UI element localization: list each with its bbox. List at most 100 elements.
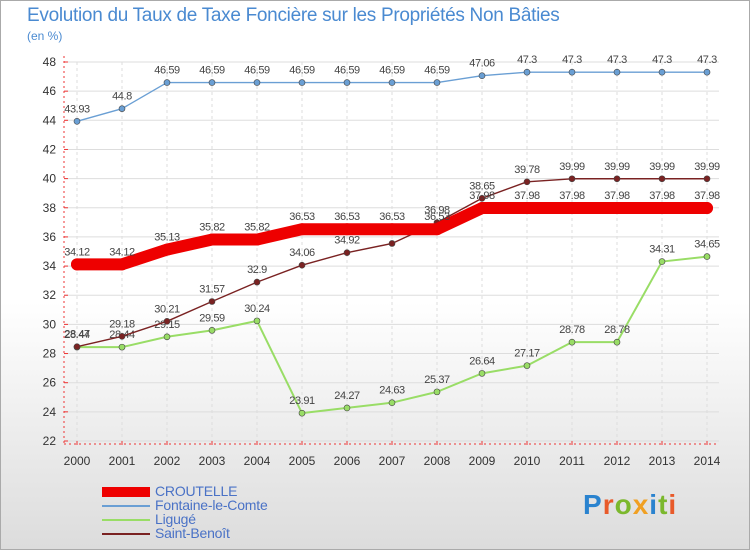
data-label: 34.65 (694, 239, 720, 251)
data-point (206, 233, 218, 246)
data-label: 35.82 (244, 222, 270, 234)
data-point (523, 362, 531, 369)
data-point (478, 194, 486, 202)
x-tick-label: 2002 (154, 454, 181, 468)
data-point (566, 202, 578, 215)
data-label: 46.59 (379, 65, 405, 77)
data-label: 36.53 (424, 211, 450, 223)
x-tick-label: 2012 (604, 454, 631, 468)
logo-letter: o (614, 489, 633, 520)
logo-letter: t (658, 489, 669, 520)
data-point (163, 333, 171, 341)
x-tick-label: 2014 (694, 454, 721, 468)
chart-title: Evolution du Taux de Taxe Foncière sur l… (27, 5, 560, 26)
y-tick-label: 28 (43, 347, 57, 361)
x-tick-label: 2009 (469, 454, 496, 468)
data-label: 34.92 (334, 235, 360, 247)
data-point (478, 72, 486, 80)
x-tick-label: 2000 (64, 454, 91, 468)
logo-letter: i (649, 489, 659, 520)
data-point (296, 223, 308, 236)
x-tick-label: 2001 (109, 454, 136, 468)
data-label: 35.82 (199, 222, 225, 234)
data-point (253, 317, 261, 325)
data-label: 30.21 (154, 303, 180, 315)
data-point (251, 233, 263, 246)
data-label: 35.13 (154, 232, 180, 244)
data-point (161, 243, 173, 256)
data-point (703, 68, 711, 76)
x-tick-label: 2004 (244, 454, 271, 468)
data-point (658, 258, 666, 265)
data-label: 28.78 (604, 324, 630, 336)
data-point (568, 68, 576, 76)
data-point (521, 202, 533, 215)
y-tick-label: 44 (43, 113, 57, 127)
data-point (613, 338, 621, 346)
y-tick-label: 32 (43, 288, 57, 302)
data-point (163, 318, 171, 325)
data-point (298, 261, 306, 269)
data-label: 24.63 (379, 385, 405, 397)
data-point (658, 68, 666, 76)
y-tick-label: 46 (43, 84, 57, 98)
data-label: 38.65 (469, 180, 495, 192)
x-tick-label: 2003 (199, 454, 226, 468)
x-tick-label: 2010 (514, 454, 541, 468)
data-label: 39.99 (559, 161, 585, 173)
logo-letter: x (632, 489, 650, 520)
data-label: 43.93 (64, 103, 90, 115)
data-label: 34.31 (649, 244, 675, 256)
legend-label: Saint-Benoît (155, 525, 230, 541)
legend-label: CROUTELLE (155, 483, 238, 499)
data-label: 26.64 (469, 355, 495, 367)
data-label: 39.99 (649, 161, 675, 173)
data-label: 46.59 (334, 65, 360, 77)
data-point (568, 175, 576, 183)
data-label: 34.12 (64, 246, 90, 258)
data-point (611, 202, 623, 215)
y-tick-label: 38 (43, 201, 57, 215)
data-label: 25.37 (424, 374, 450, 386)
data-label: 29.18 (109, 318, 135, 330)
legend-label: Fontaine-le-Comte (155, 497, 268, 513)
data-label: 46.59 (199, 65, 225, 77)
logo-letter: P (583, 489, 603, 520)
legend-swatch (102, 505, 150, 507)
data-point (701, 202, 713, 215)
data-point (118, 333, 126, 340)
data-label: 34.06 (289, 247, 315, 259)
legend-swatch (102, 533, 150, 535)
data-label: 36.53 (289, 211, 315, 223)
data-label: 47.3 (607, 54, 627, 66)
data-point (386, 223, 398, 236)
data-point (118, 343, 126, 351)
data-point (71, 258, 83, 271)
data-point (253, 278, 261, 286)
data-point (343, 79, 351, 86)
data-label: 34.12 (109, 246, 135, 258)
data-label: 37.98 (469, 190, 495, 202)
data-point (116, 258, 128, 271)
data-point (478, 370, 486, 377)
data-point (613, 68, 621, 76)
data-label: 47.3 (652, 54, 672, 66)
data-point (523, 178, 531, 186)
y-tick-label: 36 (43, 230, 57, 244)
y-tick-label: 40 (43, 172, 57, 186)
data-label: 47.3 (697, 54, 717, 66)
data-point (298, 79, 306, 86)
data-point (613, 175, 621, 183)
data-label: 37.98 (649, 190, 675, 202)
data-point (73, 118, 81, 125)
data-label: 28.44 (64, 329, 90, 341)
data-label: 46.59 (424, 65, 450, 77)
data-point (208, 298, 216, 305)
proxiti-logo: Proxiti (583, 489, 677, 521)
y-tick-label: 48 (43, 55, 57, 69)
data-point (343, 249, 351, 256)
data-label: 28.47 (64, 329, 90, 341)
data-point (431, 223, 443, 236)
data-point (388, 79, 396, 86)
